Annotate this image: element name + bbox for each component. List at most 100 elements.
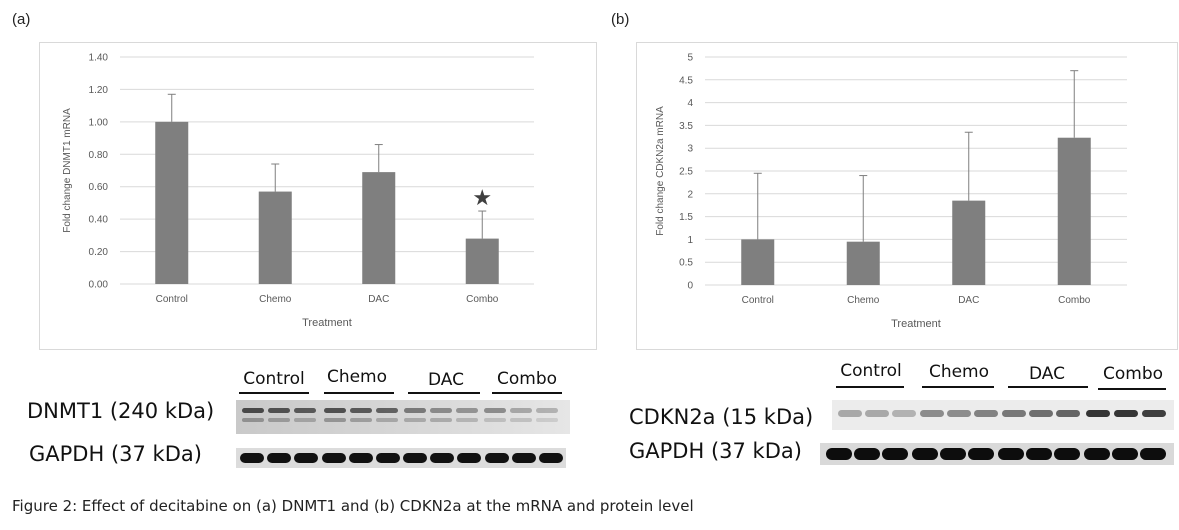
blot-band	[510, 418, 532, 422]
blot-band	[1142, 410, 1166, 417]
blot-band	[920, 410, 944, 417]
blot-band	[854, 448, 880, 460]
blot-band	[510, 408, 532, 413]
blot-b-lane-line	[922, 386, 994, 388]
blot-band	[430, 408, 452, 413]
blot-a-lane-line	[239, 392, 309, 394]
chart-a: 0.00 0.20 0.40 0.60 0.80 1.00 1.20 1.40 Control C…	[62, 53, 534, 329]
blot-band	[268, 408, 290, 413]
blot-band	[350, 408, 372, 413]
blot-b-lane-dac: DAC	[1029, 364, 1065, 384]
blot-band	[865, 410, 889, 417]
figure-caption: Figure 2: Effect of decitabine on (a) DN…	[12, 497, 694, 515]
blot-band	[457, 453, 481, 463]
blot-band	[512, 453, 536, 463]
blot-b-lane-line	[836, 386, 904, 388]
y-tick-label: 0	[687, 281, 693, 292]
chart-a-frame: 0.00 0.20 0.40 0.60 0.80 1.00 1.20 1.40 Control C…	[39, 42, 597, 350]
y-tick-label: 2.5	[679, 167, 693, 178]
blot-band	[947, 410, 971, 417]
blot-b-lane-combo: Combo	[1102, 364, 1164, 384]
blot-band	[1002, 410, 1026, 417]
blot-a-dnmt1-image	[236, 400, 570, 434]
bar	[952, 200, 986, 285]
blot-b-lane-control: Control	[840, 361, 902, 381]
x-tick-label: Chemo	[847, 295, 880, 306]
significance-star: ★	[472, 185, 492, 210]
blot-band	[267, 453, 291, 463]
y-tick-label: 0.00	[89, 280, 109, 291]
y-tick-label: 1	[687, 235, 693, 246]
blot-band	[456, 418, 478, 422]
bar	[258, 191, 292, 284]
blot-b-gapdh-image	[820, 443, 1174, 465]
blot-a-lane-line	[408, 392, 480, 394]
blot-a-row-gapdh: GAPDH (37 kDa)	[29, 442, 202, 466]
bar	[1057, 137, 1091, 285]
y-axis-title: Fold change DNMT1 mRNA	[62, 108, 73, 233]
blot-band	[1026, 448, 1052, 460]
x-tick-label: Control	[156, 294, 188, 305]
blot-band	[430, 453, 454, 463]
blot-band	[838, 410, 862, 417]
y-tick-label: 4	[687, 98, 693, 109]
blot-band	[1140, 448, 1166, 460]
bar	[741, 239, 775, 285]
blot-b-row-cdkn2a: CDKN2a (15 kDa)	[629, 405, 814, 429]
blot-band	[912, 448, 938, 460]
blot-band	[536, 408, 558, 413]
blot-band	[242, 408, 264, 413]
blot-band	[484, 408, 506, 413]
y-tick-label: 5	[687, 53, 693, 64]
chart-b: 0 0.5 1 1.5 2 2.5 3 3.5 4 4.5 5 Control Chemo DAC Comb…	[655, 53, 1127, 330]
blot-band	[324, 408, 346, 413]
panel-a-label: (a)	[12, 11, 31, 28]
blot-band	[1086, 410, 1110, 417]
blot-band	[294, 418, 316, 422]
blot-band	[968, 448, 994, 460]
blot-band	[1112, 448, 1138, 460]
y-tick-label: 1.40	[89, 53, 109, 64]
blot-band	[376, 408, 398, 413]
blot-band	[240, 453, 264, 463]
blot-band	[376, 418, 398, 422]
bar	[465, 238, 499, 284]
y-tick-label: 0.60	[89, 182, 109, 193]
blot-band	[826, 448, 852, 460]
y-tick-label: 0.5	[679, 258, 693, 269]
blot-a-lane-line	[492, 392, 562, 394]
x-axis-title: Treatment	[302, 317, 352, 329]
blot-band	[324, 418, 346, 422]
y-tick-label: 0.20	[89, 247, 109, 258]
y-tick-label: 3.5	[679, 121, 693, 132]
blot-band	[349, 453, 373, 463]
x-tick-label: Combo	[466, 294, 499, 305]
blot-b-lane-chemo: Chemo	[928, 362, 990, 382]
y-tick-label: 4.5	[679, 75, 693, 86]
x-tick-label: DAC	[958, 295, 979, 306]
blot-band	[350, 418, 372, 422]
blot-band	[294, 408, 316, 413]
blot-band	[539, 453, 563, 463]
blot-band	[268, 418, 290, 422]
x-tick-label: DAC	[368, 294, 389, 305]
y-tick-label: 1.5	[679, 212, 693, 223]
blot-a-lane-line	[324, 392, 394, 394]
blot-band	[242, 418, 264, 422]
blot-band	[322, 453, 346, 463]
blot-a-row-dnmt1: DNMT1 (240 kDa)	[27, 399, 215, 423]
chart-b-frame: 0 0.5 1 1.5 2 2.5 3 3.5 4 4.5 5 Control Chemo DAC Comb…	[636, 42, 1178, 350]
blot-band	[430, 418, 452, 422]
y-tick-label: 3	[687, 144, 693, 155]
blot-a-lane-control: Control	[243, 369, 305, 389]
y-tick-label: 0.40	[89, 215, 109, 226]
blot-band	[456, 408, 478, 413]
blot-band	[940, 448, 966, 460]
blot-band	[1029, 410, 1053, 417]
blot-band	[1084, 448, 1110, 460]
blot-band	[998, 448, 1024, 460]
y-tick-label: 0.80	[89, 150, 109, 161]
y-tick-label: 1.20	[89, 85, 109, 96]
blot-band	[974, 410, 998, 417]
y-axis-title: Fold change CDKN2a mRNA	[655, 106, 666, 236]
